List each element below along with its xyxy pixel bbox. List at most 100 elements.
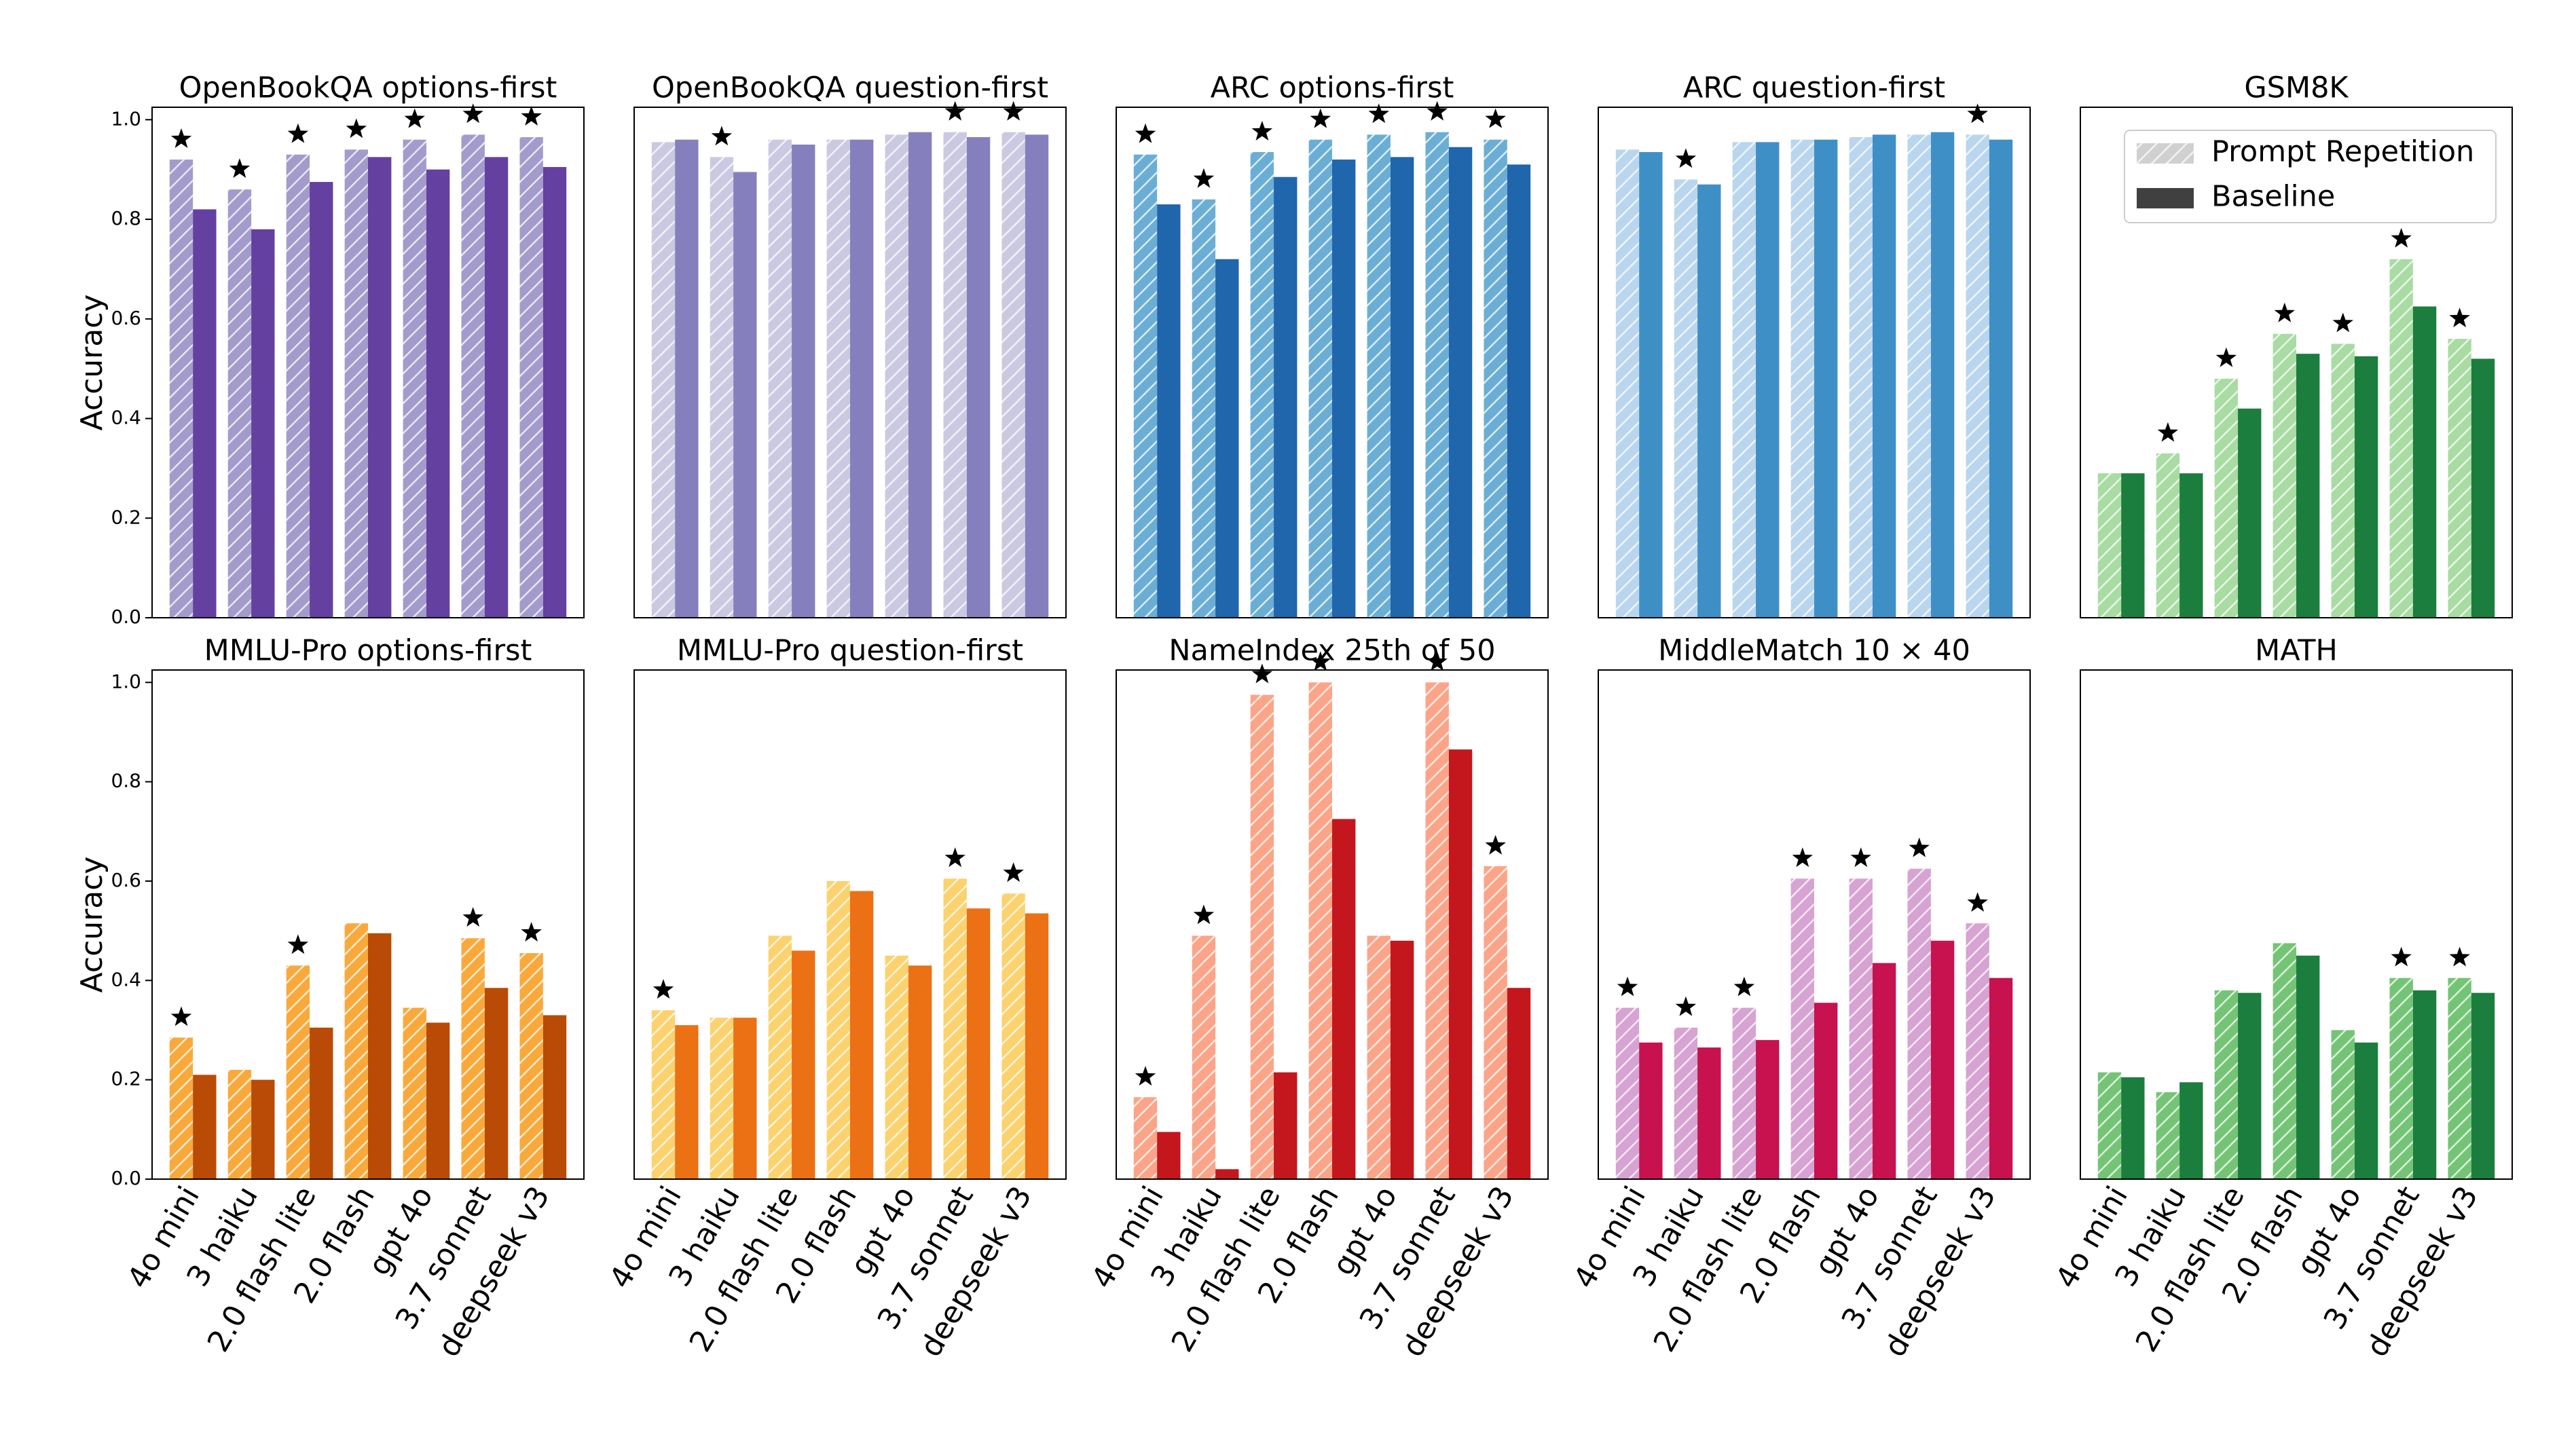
bar	[1308, 139, 1332, 618]
significance-star	[229, 158, 251, 178]
y-tick-label: 0.8	[111, 207, 141, 229]
significance-star	[287, 934, 309, 954]
bar	[1274, 1072, 1298, 1179]
bar	[1484, 866, 1507, 1179]
significance-star	[1427, 100, 1448, 121]
bar	[966, 908, 991, 1179]
significance-star	[521, 922, 542, 942]
bar	[484, 157, 509, 618]
bar	[403, 1007, 426, 1179]
bar	[1872, 963, 1896, 1179]
bar	[169, 1037, 194, 1179]
significance-star	[652, 979, 674, 999]
bar	[908, 132, 932, 618]
bar	[2331, 1030, 2355, 1179]
bar	[2296, 354, 2320, 618]
bar	[2156, 453, 2180, 618]
bar	[1507, 988, 1531, 1179]
significance-star	[2274, 302, 2295, 322]
bar	[484, 988, 509, 1179]
bar	[1215, 259, 1239, 618]
legend-swatch	[2137, 143, 2194, 164]
bar	[1732, 142, 1756, 618]
bar	[1425, 132, 1449, 618]
bar	[1872, 134, 1896, 618]
bar	[1756, 1040, 1780, 1179]
significance-star	[2215, 347, 2237, 367]
bar	[2331, 343, 2355, 618]
bar	[426, 1022, 450, 1179]
panel-title: OpenBookQA question-first	[652, 71, 1048, 105]
bar	[1989, 978, 2013, 1179]
y-tick-label: 1.0	[111, 670, 141, 692]
bar	[286, 154, 310, 618]
significance-star	[1135, 1066, 1156, 1086]
bar	[2389, 978, 2413, 1179]
bar	[310, 182, 333, 618]
bar	[2097, 473, 2122, 618]
bar	[169, 160, 194, 618]
bar	[1697, 1047, 1721, 1179]
bar	[710, 1018, 734, 1179]
bar	[733, 172, 757, 618]
y-tick-label: 0.2	[111, 1068, 141, 1090]
bar	[344, 923, 368, 1179]
significance-star	[1967, 892, 1988, 912]
bar	[2412, 306, 2437, 618]
bar	[651, 142, 676, 618]
bar	[286, 965, 310, 1179]
significance-star	[170, 1006, 192, 1026]
panel-title: MMLU-Pro options-first	[204, 634, 532, 668]
legend-label: Prompt Repetition	[2211, 135, 2474, 169]
significance-star	[1675, 148, 1697, 168]
panel-title: NameIndex 25th of 50	[1169, 634, 1495, 668]
bar	[426, 169, 450, 618]
significance-star	[1251, 121, 1273, 141]
bar	[1790, 139, 1814, 618]
bar	[1697, 184, 1721, 618]
significance-star	[170, 128, 192, 148]
bar	[1025, 134, 1049, 618]
y-tick-label: 1.0	[111, 107, 141, 130]
bar	[826, 880, 850, 1179]
y-tick-label: 0.6	[111, 307, 141, 329]
bar	[768, 139, 792, 618]
bar	[826, 139, 850, 618]
significance-star	[1485, 108, 1506, 128]
panel-title: OpenBookQA options-first	[179, 71, 557, 105]
bar	[461, 134, 485, 618]
bar	[519, 137, 543, 618]
bar	[1507, 164, 1531, 618]
bar	[251, 229, 275, 618]
bar	[1674, 1027, 1698, 1179]
bar	[710, 157, 734, 618]
bar	[1484, 139, 1507, 618]
y-tick-label: 0.2	[111, 506, 141, 528]
significance-star	[1003, 100, 1024, 121]
axes-frame	[1598, 669, 2031, 1180]
significance-star	[462, 103, 483, 124]
bar	[1615, 149, 1640, 618]
axes-frame	[633, 669, 1067, 1180]
significance-star	[944, 847, 965, 868]
y-tick-label: 0.6	[111, 869, 141, 891]
significance-star	[1193, 168, 1215, 188]
significance-star	[2332, 312, 2353, 333]
bar	[1448, 749, 1473, 1179]
significance-star	[1003, 862, 1024, 882]
y-axis-label: Accuracy	[75, 295, 109, 431]
bar	[2354, 356, 2378, 618]
bar	[2412, 990, 2437, 1179]
bar	[542, 1015, 567, 1179]
bar	[2179, 1082, 2203, 1179]
bar	[885, 134, 908, 618]
significance-star	[2157, 422, 2179, 442]
y-tick-label: 0.8	[111, 770, 141, 792]
bar	[1133, 1097, 1158, 1179]
bar	[1756, 142, 1780, 618]
y-tick-label: 0.0	[111, 1167, 141, 1189]
bar	[1308, 682, 1332, 1179]
bar	[2097, 1072, 2122, 1179]
significance-star	[462, 907, 483, 927]
